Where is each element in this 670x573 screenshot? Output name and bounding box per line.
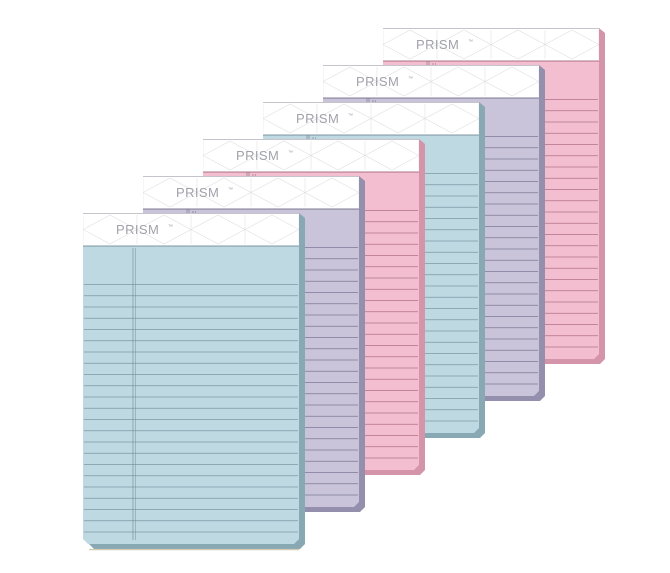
svg-text:™: ™	[228, 187, 233, 193]
svg-text:PRISM: PRISM	[356, 74, 399, 89]
svg-text:™: ™	[408, 76, 413, 82]
svg-text:PRISM: PRISM	[416, 37, 459, 52]
svg-text:™: ™	[168, 224, 173, 230]
svg-text:PRISM: PRISM	[236, 148, 279, 163]
svg-text:PRISM: PRISM	[116, 222, 159, 237]
svg-text:™: ™	[348, 113, 353, 119]
svg-text:PRISM: PRISM	[296, 111, 339, 126]
svg-text:™: ™	[288, 150, 293, 156]
svg-text:PRISM: PRISM	[176, 185, 219, 200]
svg-text:™: ™	[468, 39, 473, 45]
